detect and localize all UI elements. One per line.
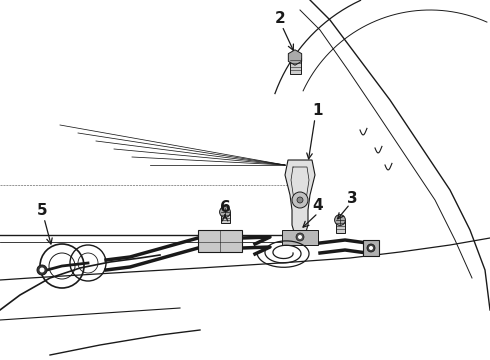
Circle shape: [40, 267, 45, 273]
Bar: [363, 240, 379, 256]
Bar: [220, 212, 229, 223]
Circle shape: [37, 265, 47, 275]
Circle shape: [220, 207, 230, 217]
Text: 4: 4: [313, 198, 323, 212]
Circle shape: [296, 233, 304, 241]
Circle shape: [292, 192, 308, 208]
Circle shape: [297, 197, 303, 203]
Polygon shape: [285, 160, 315, 235]
Circle shape: [369, 246, 373, 250]
Text: 6: 6: [220, 199, 230, 215]
Circle shape: [298, 235, 302, 239]
Bar: [336, 220, 344, 233]
Text: 5: 5: [37, 202, 48, 217]
Bar: [198, 230, 242, 252]
Text: 2: 2: [274, 10, 285, 26]
Bar: [290, 58, 300, 74]
Bar: [282, 230, 318, 245]
Circle shape: [367, 244, 375, 252]
Polygon shape: [288, 50, 302, 65]
Text: 3: 3: [347, 190, 357, 206]
Circle shape: [335, 215, 345, 225]
Text: 1: 1: [313, 103, 323, 117]
